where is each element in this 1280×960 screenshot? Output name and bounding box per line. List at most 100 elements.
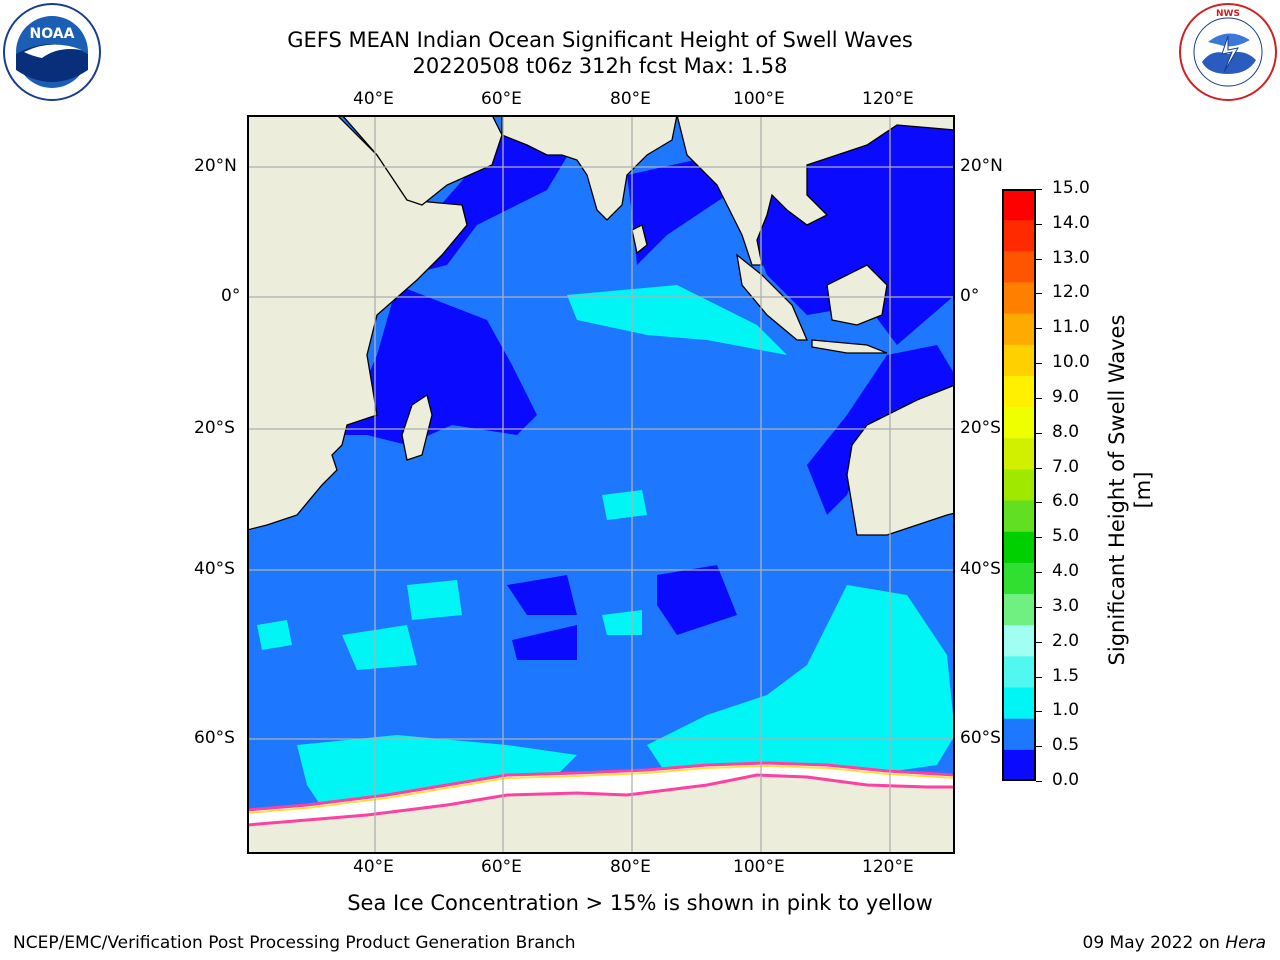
southeast-asia [676,115,955,266]
colorbar-segment [1002,687,1036,720]
date-text: 09 May 2022 on [1082,933,1220,953]
chart-title: GEFS MEAN Indian Ocean Significant Heigh… [287,28,913,52]
colorbar-tick-mark [1036,467,1042,469]
colorbar-segment [1002,313,1036,346]
colorbar-tick-mark [1036,432,1042,434]
colorbar-tick: 10.0 [1052,352,1090,373]
colorbar-tick-mark [1036,328,1042,330]
colorbar-segment [1002,407,1036,439]
colorbar-tick: 5.0 [1052,526,1080,547]
sea-ice-caption: Sea Ice Concentration > 15% is shown in … [347,891,933,915]
colorbar-tick-mark [1036,572,1042,574]
higher-swell-regions [257,285,955,815]
caption-wrap: Sea Ice Concentration > 15% is shown in … [0,891,1280,915]
colorbar-tick: 15.0 [1052,178,1090,198]
colorbar-segment [1002,562,1036,595]
lon-tick-bottom: 100°E [733,857,785,877]
lon-tick-top: 120°E [862,89,914,109]
colorbar-label: Significant Height of Swell Waves [m] [1105,314,1155,666]
colorbar-segment [1002,438,1036,470]
colorbar-tick-mark [1036,189,1042,190]
colorbar-tick: 0.0 [1052,770,1080,790]
noaa-logo: NOAA [2,2,102,102]
colorbar-tick-mark [1036,502,1042,504]
noaa-logo-text: NOAA [30,26,75,42]
colorbar-segment [1002,251,1036,283]
lon-tick-top: 60°E [481,89,522,109]
colorbar-tick: 3.0 [1052,595,1080,616]
colorbar-segment [1002,594,1036,626]
nws-logo: NWS [1178,2,1278,102]
borneo [826,264,888,326]
colorbar-segment [1002,656,1036,689]
sea-ice [247,761,955,827]
australia [846,384,955,536]
colorbar-tick-mark [1036,293,1042,295]
colorbar-segment [1002,220,1036,252]
lat-tick-right: 40°S [960,559,1001,579]
colorbar-segment [1002,469,1036,502]
lat-tick-left: 0° [221,286,241,306]
colorbar-tick-mark [1036,711,1042,713]
land-masses [247,115,955,854]
svg-text:NWS: NWS [1216,9,1240,19]
lon-tick-bottom: 60°E [481,857,522,877]
lon-tick-bottom: 80°E [610,857,651,877]
colorbar-tick: 6.0 [1052,491,1080,512]
colorbar-tick: 7.0 [1052,456,1080,477]
colorbar-segment [1002,344,1036,377]
colorbar-tick: 14.0 [1052,212,1090,233]
map-panel [247,115,955,854]
colorbar-tick: 1.0 [1052,700,1080,721]
lat-tick-left: 20°N [194,156,237,176]
lat-tick-right: 20°N [960,156,1003,176]
lon-tick-bottom: 120°E [862,857,914,877]
lat-tick-right: 0° [960,286,980,306]
colorbar-tick-mark [1036,641,1042,643]
colorbar-segment [1002,375,1036,408]
colorbar-tick: 8.0 [1052,421,1080,442]
colorbar-tick-mark [1036,223,1042,225]
colorbar-tick-mark [1036,363,1042,365]
colorbar-tick: 11.0 [1052,317,1090,338]
lat-tick-right: 60°S [960,728,1001,748]
date-stamp: 09 May 2022 on Hera [1083,933,1267,953]
colorbar-tick: 12.0 [1052,282,1090,303]
colorbar-segment [1002,749,1036,781]
graticule [247,115,955,854]
lat-tick-left: 40°S [194,559,235,579]
colorbar-tick-mark [1036,258,1042,260]
colorbar-segment [1002,625,1036,657]
colorbar-tick: 9.0 [1052,386,1080,407]
colorbar-segment [1002,500,1036,533]
java [811,339,888,354]
lon-tick-top: 100°E [733,89,785,109]
colorbar-tick-mark [1036,781,1042,782]
lat-tick-left: 60°S [194,728,235,748]
chart-subtitle: 20220508 t06z 312h fcst Max: 1.58 [412,54,788,78]
lon-tick-top: 40°E [353,89,394,109]
colorbar-segment [1002,718,1036,751]
colorbar-segment [1002,531,1036,564]
colorbar-tick: 4.0 [1052,561,1080,582]
colorbar [1002,189,1036,781]
lon-tick-bottom: 40°E [353,857,394,877]
colorbar-tick: 2.0 [1052,630,1080,651]
machine-name: Hera [1225,933,1266,953]
colorbar-segment [1002,189,1036,221]
madagascar [401,393,433,461]
arabia [341,115,503,206]
colorbar-tick: 13.0 [1052,247,1090,268]
colorbar-segment [1002,282,1036,315]
colorbar-tick-mark [1036,537,1042,539]
colorbar-tick: 1.5 [1052,665,1080,686]
sri-lanka [631,224,648,255]
colorbar-tick-mark [1036,676,1042,678]
colorbar-tick-mark [1036,397,1042,399]
lon-tick-top: 80°E [610,89,651,109]
lat-tick-right: 20°S [960,418,1001,438]
credit-text: NCEP/EMC/Verification Post Processing Pr… [13,933,576,953]
map-frame [247,115,955,854]
colorbar-tick-mark [1036,746,1042,748]
colorbar-tick: 0.5 [1052,735,1080,756]
